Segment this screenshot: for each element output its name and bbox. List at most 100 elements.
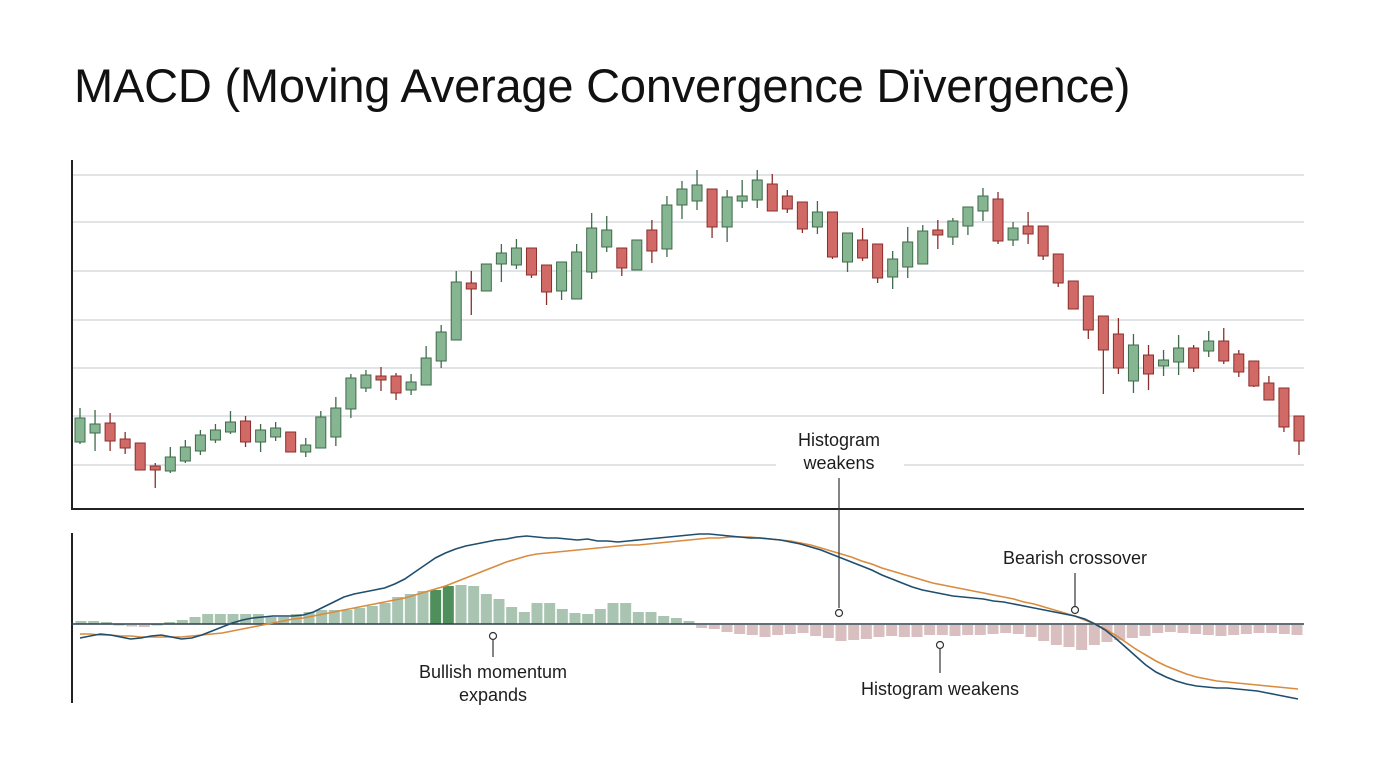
- candle-down: [1233, 350, 1245, 377]
- histogram-bar-negative: [1164, 625, 1176, 632]
- histogram-bar-negative: [1076, 625, 1088, 650]
- candle-body: [947, 220, 959, 238]
- annotation-marker: [1070, 605, 1080, 615]
- candle-body: [721, 196, 733, 228]
- candle-body: [1218, 340, 1230, 362]
- histogram-bar-positive: [303, 612, 315, 624]
- candle-up: [736, 180, 748, 208]
- candle-body: [74, 417, 86, 443]
- candle-up: [1173, 335, 1185, 375]
- annotation-text: weakens: [802, 453, 874, 473]
- histogram-bar-negative: [138, 625, 150, 627]
- candle-down: [706, 188, 718, 238]
- histogram-bar-negative: [1266, 625, 1278, 633]
- candle-down: [375, 367, 387, 391]
- candle-body: [1082, 295, 1094, 331]
- candle-body: [89, 423, 101, 434]
- histogram-bar-positive: [88, 621, 100, 624]
- candle-body: [691, 184, 703, 202]
- candle-down: [1278, 387, 1290, 432]
- histogram-bar-positive: [556, 609, 568, 624]
- candle-up: [1007, 222, 1019, 246]
- histogram-bar-negative: [835, 625, 847, 641]
- candle-body: [571, 251, 583, 300]
- candle-up: [631, 239, 643, 271]
- candle-up: [601, 216, 613, 252]
- candle-up: [917, 225, 929, 265]
- histogram-bar-negative: [1050, 625, 1062, 645]
- histogram-bar-negative: [1114, 625, 1126, 640]
- histogram-bar-positive: [227, 614, 239, 624]
- candle-up: [661, 196, 673, 257]
- candle-up: [450, 271, 462, 341]
- candle-down: [616, 247, 628, 276]
- candle-body: [134, 442, 146, 471]
- candle-up: [330, 397, 342, 446]
- candle-body: [510, 247, 522, 266]
- macd-line: [79, 533, 1299, 700]
- histogram-bar-positive: [468, 586, 480, 624]
- histogram-bar-positive: [392, 597, 404, 624]
- candle-up: [300, 438, 312, 457]
- candle-down: [1082, 295, 1094, 339]
- candle-body: [149, 465, 161, 471]
- histogram-bar-negative: [759, 625, 771, 637]
- candle-down: [781, 190, 793, 213]
- candle-body: [360, 374, 372, 389]
- histogram-bar-negative: [1012, 625, 1024, 634]
- annotation-text: Histogram weakens: [861, 679, 1019, 699]
- histogram-bar-positive: [316, 610, 328, 624]
- candle-up: [420, 346, 432, 386]
- candle-up: [691, 170, 703, 210]
- candle-up: [842, 232, 854, 272]
- histogram-bar-negative: [962, 625, 974, 635]
- candle-body: [932, 229, 944, 236]
- histogram-bar-negative: [949, 625, 961, 636]
- candle-down: [1293, 415, 1305, 455]
- annotation-histogram-weakens-bottom: Histogram weakens: [861, 640, 1019, 699]
- histogram-bar-negative: [810, 625, 822, 636]
- histogram-bar-positive: [506, 607, 518, 624]
- candle-down: [541, 264, 553, 305]
- candle-up: [977, 188, 989, 221]
- price-candles: [74, 170, 1305, 488]
- histogram-bar-negative: [1025, 625, 1037, 637]
- annotation-text: expands: [459, 685, 527, 705]
- candle-body: [1278, 387, 1290, 428]
- histogram-bar-positive: [582, 614, 594, 624]
- candle-up: [480, 263, 492, 292]
- histogram-bar-negative: [873, 625, 885, 637]
- histogram-bar-negative: [911, 625, 923, 637]
- candle-body: [465, 282, 477, 290]
- candle-down: [1143, 345, 1155, 390]
- candle-down: [872, 243, 884, 283]
- histogram-bar-positive: [480, 594, 492, 624]
- candle-body: [240, 420, 252, 443]
- histogram-bar-positive: [189, 617, 201, 624]
- candle-body: [706, 188, 718, 228]
- candle-body: [330, 407, 342, 438]
- histogram-bar-negative: [936, 625, 948, 635]
- candle-up: [270, 422, 282, 441]
- candle-body: [300, 444, 312, 453]
- histogram-bar-positive: [442, 586, 454, 624]
- histogram-bar-positive: [417, 591, 429, 624]
- histogram-bar-negative: [772, 625, 784, 635]
- candle-up: [224, 411, 236, 434]
- candle-body: [1263, 382, 1275, 401]
- candle-up: [495, 244, 507, 282]
- candle-body: [977, 195, 989, 212]
- candle-up: [255, 424, 267, 452]
- candle-body: [1112, 333, 1124, 369]
- candle-down: [1097, 315, 1109, 394]
- candle-body: [1233, 353, 1245, 373]
- candle-body: [962, 206, 974, 227]
- annotation-text: Histogram: [798, 430, 880, 450]
- candle-up: [345, 374, 357, 418]
- histogram-bar-negative: [708, 625, 720, 629]
- annotation-marker: [834, 608, 844, 618]
- candle-body: [857, 239, 869, 259]
- candle-down: [240, 416, 252, 447]
- candle-body: [842, 232, 854, 263]
